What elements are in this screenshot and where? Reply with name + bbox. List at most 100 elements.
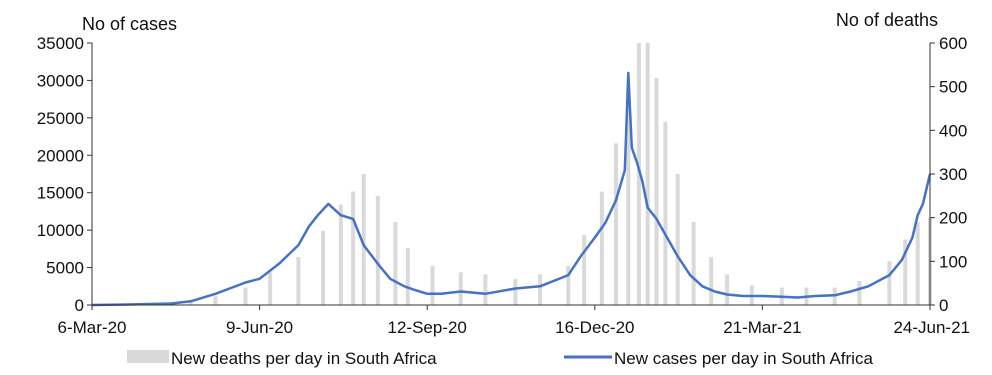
death-bar <box>361 174 366 305</box>
cases-point <box>726 293 728 296</box>
cases-point <box>484 293 487 295</box>
cases-point <box>190 300 192 303</box>
left-tick-label: 10000 <box>37 221 84 240</box>
cases-point <box>689 274 691 276</box>
cases-point <box>901 259 903 261</box>
right-tick-label: 500 <box>939 78 967 97</box>
cases-point <box>849 290 852 293</box>
x-tick-label: 21-Mar-21 <box>723 318 801 337</box>
death-bar <box>296 257 301 305</box>
death-bar <box>483 274 488 305</box>
cases-point <box>646 206 649 209</box>
death-bar <box>857 281 862 305</box>
cases-point <box>539 285 541 288</box>
death-bar <box>405 248 410 305</box>
left-tick-label: 0 <box>75 296 84 315</box>
left-tick-label: 20000 <box>37 146 84 165</box>
death-bar <box>188 301 193 305</box>
death-bar <box>375 195 380 305</box>
death-bar <box>213 296 218 305</box>
cases-point <box>327 203 330 205</box>
right-tick-label: 400 <box>939 121 967 140</box>
death-bar <box>599 191 604 305</box>
cases-point <box>742 295 744 297</box>
cases-point <box>440 293 443 295</box>
cases-point <box>214 293 217 295</box>
cases-point <box>631 147 633 149</box>
legend-swatch-deaths <box>127 350 169 363</box>
death-bar <box>903 239 908 305</box>
cases-point <box>814 295 817 297</box>
x-tick-label: 24-Jun-21 <box>893 318 970 337</box>
cases-point <box>514 287 517 290</box>
death-bar <box>675 174 680 305</box>
cases-point <box>244 281 247 284</box>
cases-point <box>655 218 658 220</box>
cases-point <box>170 302 173 305</box>
cases-point <box>389 278 392 280</box>
right-tick-label: 0 <box>939 296 948 315</box>
cases-point <box>362 244 365 246</box>
cases-point <box>627 72 630 74</box>
cases-point <box>567 274 570 276</box>
right-tick-label: 600 <box>939 34 967 53</box>
cases-point <box>317 214 319 216</box>
cases-point <box>340 214 342 216</box>
tick-labels: 0 5000 10000 15000 20000 25000 30000 35000 0 100 2… <box>37 34 970 337</box>
right-tick-label: 200 <box>939 209 967 228</box>
left-tick-label: 35000 <box>37 34 84 53</box>
cases-point <box>624 169 626 172</box>
death-bar <box>663 121 668 305</box>
axes <box>87 42 935 310</box>
death-bar <box>636 43 641 305</box>
cases-point <box>459 290 462 293</box>
right-tick-label: 100 <box>939 252 967 271</box>
cases-point <box>916 214 919 216</box>
death-bar <box>626 86 631 305</box>
cases-point <box>641 180 644 183</box>
cases-point <box>604 221 607 224</box>
deaths-bars <box>135 43 932 306</box>
cases-point <box>308 225 310 228</box>
cases-point <box>676 255 679 258</box>
death-bar <box>513 278 518 305</box>
death-bar <box>393 222 398 305</box>
right-tick-label: 300 <box>939 165 967 184</box>
death-bar <box>645 43 650 305</box>
left-tick-label: 30000 <box>37 71 84 90</box>
death-bar <box>538 274 543 305</box>
legend: New deaths per day in South Africa New c… <box>127 349 873 368</box>
death-bar <box>243 287 248 305</box>
x-tick-label: 9-Jun-20 <box>226 318 293 337</box>
cases-point <box>636 162 638 164</box>
cases-point <box>781 296 783 298</box>
cases-point <box>579 255 582 258</box>
cases-point <box>714 290 716 293</box>
cases-line-layer <box>91 71 932 307</box>
legend-label-deaths: New deaths per day in South Africa <box>171 349 437 368</box>
left-axis-title: No of cases <box>82 14 177 34</box>
cases-point <box>922 203 924 205</box>
death-bar <box>351 191 356 305</box>
x-tick-label: 12-Sep-20 <box>388 318 467 337</box>
left-tick-label: 5000 <box>46 259 84 278</box>
death-bar <box>566 265 571 305</box>
left-tick-label: 15000 <box>37 184 84 203</box>
cases-point <box>888 274 891 276</box>
death-bar <box>691 222 696 305</box>
cases-point <box>352 218 354 220</box>
cases-point <box>414 289 416 291</box>
cases-point <box>666 236 668 239</box>
cases-point <box>796 296 799 299</box>
death-bar <box>458 272 463 306</box>
cases-point <box>403 285 406 288</box>
cases-point <box>258 278 261 280</box>
cases-point <box>833 294 836 297</box>
left-tick-label: 25000 <box>37 109 84 128</box>
cases-point <box>426 293 429 295</box>
death-bar <box>321 230 326 305</box>
cases-point <box>911 236 914 239</box>
death-bar <box>338 204 343 305</box>
cases-point <box>278 263 280 265</box>
